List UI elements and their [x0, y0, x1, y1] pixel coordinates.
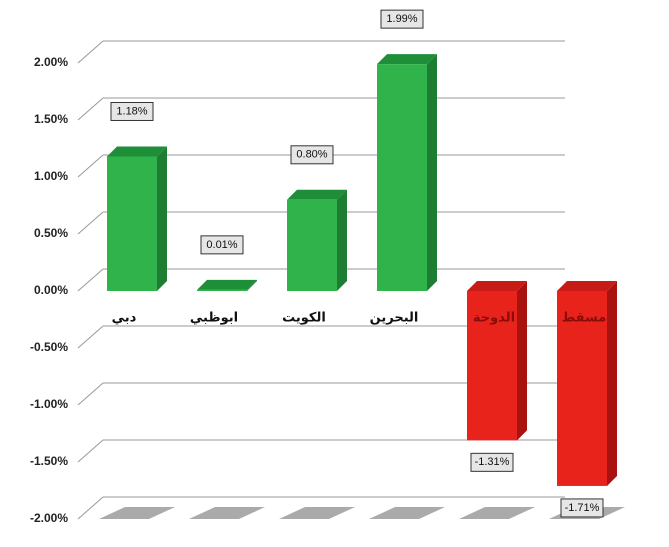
grid-side — [77, 40, 104, 64]
value-label-box — [200, 235, 244, 255]
value-label-box — [380, 9, 424, 29]
value-label-box — [560, 498, 604, 518]
bar-side — [157, 146, 167, 291]
y-tick-label: -2.00% — [30, 511, 68, 525]
y-tick-label: 2.00% — [34, 55, 68, 69]
value-label: -1.31% — [475, 456, 510, 468]
value-label: -1.71% — [565, 502, 600, 514]
value-label: 0.80% — [296, 149, 327, 161]
bar-side — [247, 279, 257, 291]
floor-slab — [189, 507, 265, 519]
grid-side — [77, 325, 104, 349]
bar — [287, 199, 337, 291]
grid-side — [77, 154, 104, 178]
floor-slab — [279, 507, 355, 519]
grid-side — [77, 268, 104, 292]
bar-top — [287, 189, 347, 200]
bar-side — [337, 189, 347, 291]
x-tick-label: دبي — [112, 311, 137, 326]
bar-side — [607, 281, 617, 486]
bar — [377, 64, 427, 291]
bar-side — [517, 281, 527, 441]
value-label-box — [470, 452, 514, 472]
x-tick-label: الكويت — [282, 311, 326, 326]
grid-side — [77, 97, 104, 121]
bar-top — [107, 146, 167, 157]
y-tick-label: -1.00% — [30, 397, 68, 411]
floor-slab — [99, 507, 175, 519]
bar — [467, 291, 517, 441]
grid-side — [77, 439, 104, 463]
x-tick-label: البحرين — [370, 311, 419, 326]
value-label-box — [110, 101, 154, 121]
value-label: 0.01% — [206, 239, 237, 251]
bar — [197, 289, 247, 291]
y-tick-label: -0.50% — [30, 340, 68, 354]
value-label-box — [290, 145, 334, 165]
grid-side — [77, 382, 104, 406]
x-tick-label: مسقط — [562, 311, 607, 326]
y-tick-label: 0.00% — [34, 283, 68, 297]
bar-top — [197, 279, 257, 290]
x-tick-label: ابوظبي — [190, 311, 238, 326]
value-label: 1.99% — [386, 13, 417, 25]
grid-side — [77, 211, 104, 235]
value-label: 1.18% — [116, 105, 147, 117]
y-tick-label: 0.50% — [34, 226, 68, 240]
bar — [557, 291, 607, 486]
bar — [107, 156, 157, 291]
floor-slab — [369, 507, 445, 519]
bar-top — [377, 54, 437, 65]
bar-top — [467, 281, 527, 291]
bar-top — [557, 281, 617, 291]
y-tick-label: -1.50% — [30, 454, 68, 468]
y-tick-label: 1.50% — [34, 112, 68, 126]
grid-side — [77, 496, 104, 520]
bar-side — [427, 54, 437, 291]
y-tick-label: 1.00% — [34, 169, 68, 183]
floor-slab — [459, 507, 535, 519]
x-tick-label: الدوحة — [473, 311, 515, 326]
